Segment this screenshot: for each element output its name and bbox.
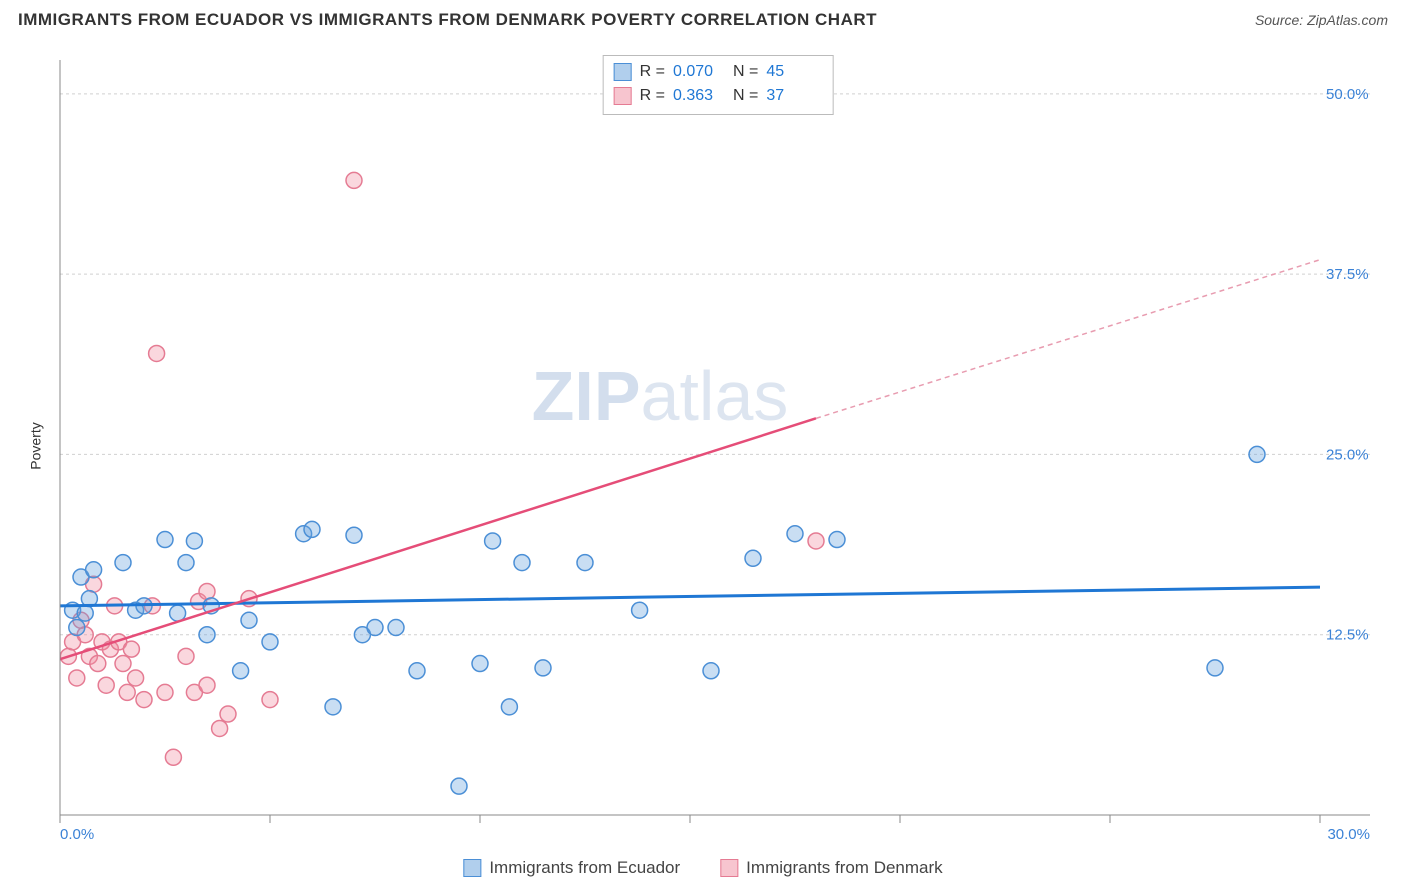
svg-text:12.5%: 12.5% bbox=[1326, 627, 1369, 644]
n-value-denmark: 37 bbox=[766, 84, 818, 108]
swatch-denmark bbox=[720, 859, 738, 877]
chart-area: 12.5% 25.0% 37.5% 50.0% ZIPatlas 0.0% 30.0% R … bbox=[50, 55, 1386, 842]
page-title: IMMIGRANTS FROM ECUADOR VS IMMIGRANTS FR… bbox=[18, 10, 877, 30]
stats-row-ecuador: R = 0.070 N = 45 bbox=[614, 60, 819, 84]
r-label: R = bbox=[640, 60, 665, 84]
swatch-ecuador bbox=[463, 859, 481, 877]
r-label: R = bbox=[640, 84, 665, 108]
source-credit: Source: ZipAtlas.com bbox=[1255, 12, 1388, 28]
r-value-ecuador: 0.070 bbox=[673, 60, 725, 84]
stats-legend: R = 0.070 N = 45 R = 0.363 N = 37 bbox=[603, 55, 834, 115]
n-value-ecuador: 45 bbox=[766, 60, 818, 84]
legend-item-denmark: Immigrants from Denmark bbox=[720, 858, 942, 878]
n-label: N = bbox=[733, 60, 758, 84]
svg-text:30.0%: 30.0% bbox=[1327, 826, 1370, 842]
stats-row-denmark: R = 0.363 N = 37 bbox=[614, 84, 819, 108]
n-label: N = bbox=[733, 84, 758, 108]
r-value-denmark: 0.363 bbox=[673, 84, 725, 108]
y-axis-label: Poverty bbox=[28, 422, 44, 469]
legend-label-denmark: Immigrants from Denmark bbox=[746, 858, 942, 878]
swatch-denmark bbox=[614, 87, 632, 105]
legend-label-ecuador: Immigrants from Ecuador bbox=[489, 858, 680, 878]
svg-text:0.0%: 0.0% bbox=[60, 826, 94, 842]
series-legend: Immigrants from Ecuador Immigrants from … bbox=[463, 858, 942, 878]
swatch-ecuador bbox=[614, 63, 632, 81]
scatter-chart: 12.5% 25.0% 37.5% 50.0% ZIPatlas 0.0% 30.0% bbox=[50, 55, 1386, 842]
svg-text:25.0%: 25.0% bbox=[1326, 446, 1369, 463]
svg-text:50.0%: 50.0% bbox=[1326, 86, 1369, 103]
legend-item-ecuador: Immigrants from Ecuador bbox=[463, 858, 680, 878]
svg-text:37.5%: 37.5% bbox=[1326, 266, 1369, 283]
svg-text:ZIPatlas: ZIPatlas bbox=[532, 357, 789, 435]
